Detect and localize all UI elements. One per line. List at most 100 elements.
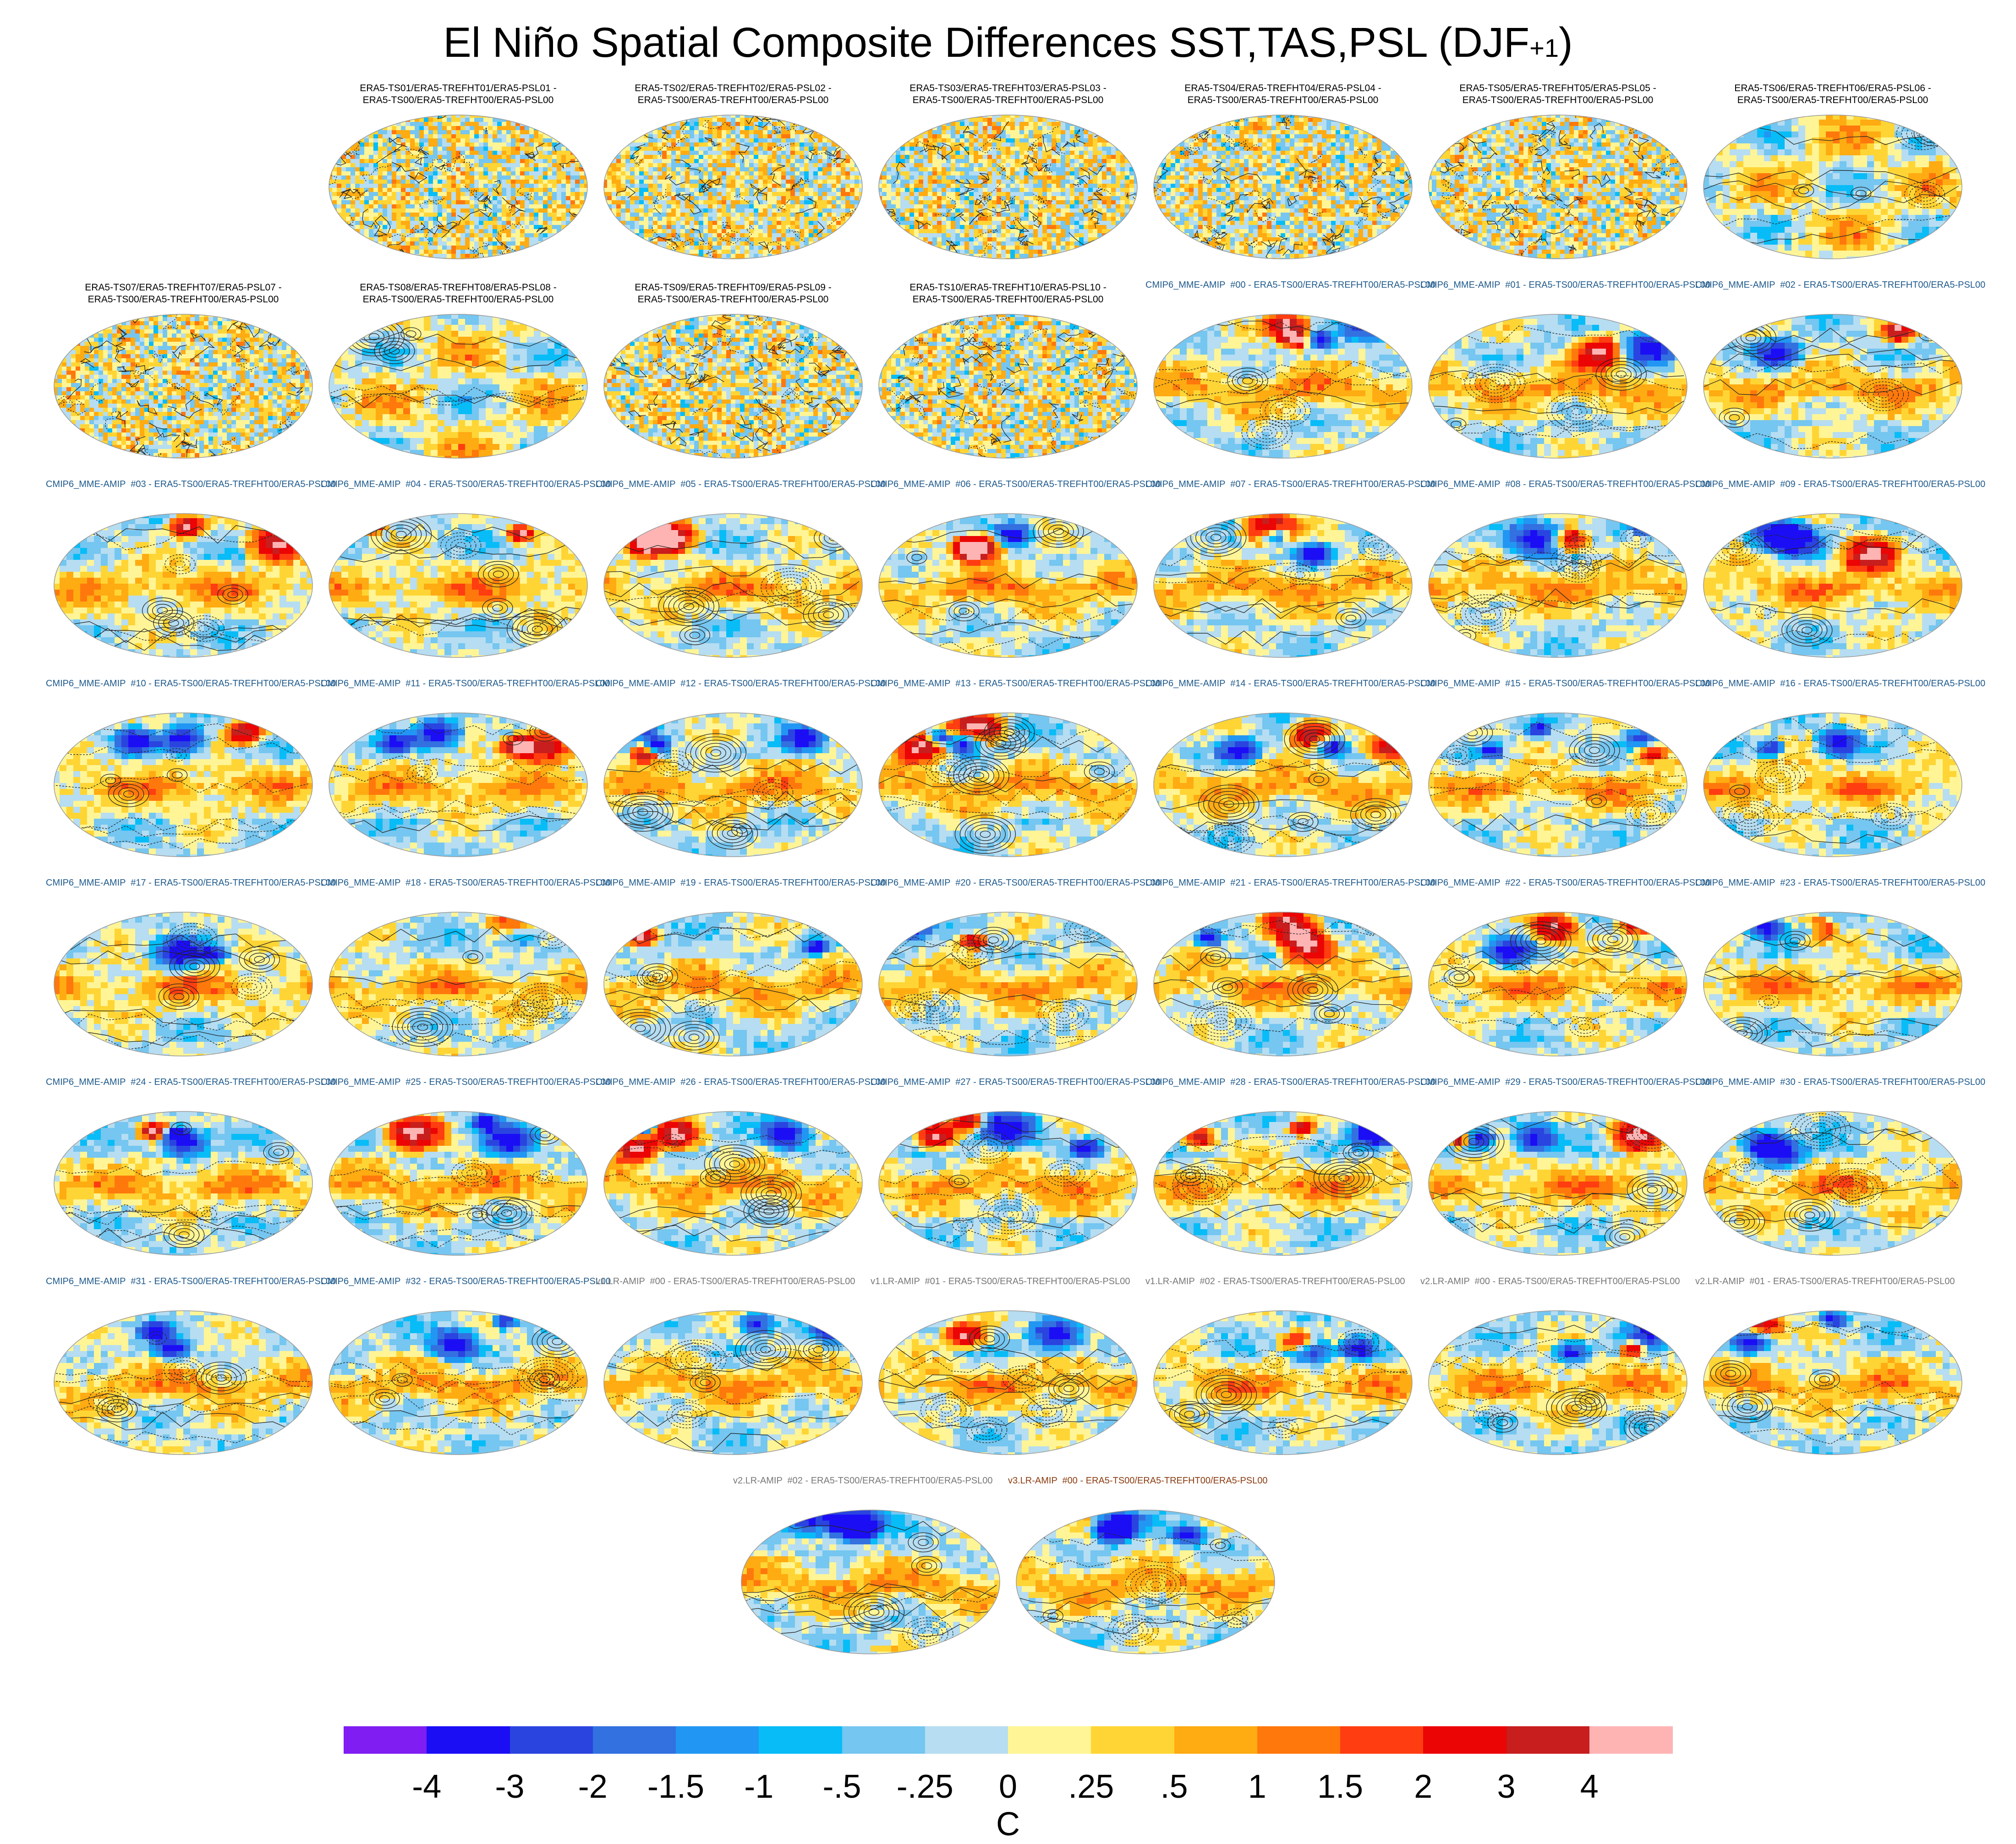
panel-title: CMIP6_MME-AMIP #03 - ERA5-TS00/ERA5-TREF…: [46, 478, 336, 506]
colorbar-tick-label: 2: [1386, 1768, 1460, 1805]
map-field: [1154, 115, 1412, 259]
world-map: [1428, 314, 1687, 459]
map-field: [1704, 713, 1962, 857]
map-panel: ERA5-TS09/ERA5-TREFHT09/ERA5-PSL09 - ERA…: [596, 282, 871, 465]
map-outline: [1428, 912, 1687, 1056]
world-map: [1153, 1111, 1413, 1256]
anomaly-cells: [329, 713, 587, 857]
map-field: [604, 1111, 862, 1255]
map-outline: [1428, 513, 1687, 658]
map-outline: [1428, 115, 1687, 259]
panel-title: CMIP6_MME-AMIP #00 - ERA5-TS00/ERA5-TREF…: [1145, 279, 1435, 306]
anomaly-cells: [1429, 514, 1687, 657]
map-panel: ERA5-TS03/ERA5-TREFHT03/ERA5-PSL03 - ERA…: [871, 82, 1145, 266]
map-panel: ERA5-TS06/ERA5-TREFHT06/ERA5-PSL06 - ERA…: [1695, 82, 1970, 266]
colorbar-box: [1506, 1726, 1590, 1754]
panel-title: ERA5-TS08/ERA5-TREFHT08/ERA5-PSL08 - ERA…: [321, 282, 596, 309]
colorbar-tick-label: -2: [556, 1768, 630, 1805]
world-map: [1703, 712, 1962, 857]
colorbar-box: [1589, 1726, 1673, 1754]
world-map: [329, 912, 588, 1056]
colorbar-box: [1340, 1726, 1424, 1754]
panel-title: CMIP6_MME-AMIP #25 - ERA5-TS00/ERA5-TREF…: [321, 1076, 611, 1104]
map-panel: ERA5-TS07/ERA5-TREFHT07/ERA5-PSL07 - ERA…: [46, 282, 321, 465]
colorbar-tick-label: 3: [1470, 1768, 1543, 1805]
colorbar-box: [1174, 1726, 1258, 1754]
map-field: [329, 115, 587, 259]
psl-contours: [879, 916, 1134, 1045]
world-map: [329, 1310, 588, 1455]
panel-title: CMIP6_MME-AMIP #26 - ERA5-TS00/ERA5-TREF…: [596, 1076, 886, 1104]
anomaly-cells: [54, 1111, 312, 1255]
panel-title: CMIP6_MME-AMIP #14 - ERA5-TS00/ERA5-TREF…: [1145, 678, 1435, 705]
map-panel: CMIP6_MME-AMIP #18 - ERA5-TS00/ERA5-TREF…: [321, 878, 611, 1063]
map-panel: CMIP6_MME-AMIP #09 - ERA5-TS00/ERA5-TREF…: [1695, 479, 1985, 664]
map-field: [879, 1311, 1137, 1455]
panel-title: CMIP6_MME-AMIP #28 - ERA5-TS00/ERA5-TREF…: [1145, 1076, 1435, 1104]
world-map: [1703, 1111, 1962, 1256]
map-panel: CMIP6_MME-AMIP #21 - ERA5-TS00/ERA5-TREF…: [1145, 878, 1435, 1063]
map-outline: [878, 314, 1138, 459]
psl-contours: [604, 733, 860, 850]
panel-title: CMIP6_MME-AMIP #08 - ERA5-TS00/ERA5-TREF…: [1420, 478, 1710, 506]
panel-title: CMIP6_MME-AMIP #20 - ERA5-TS00/ERA5-TREF…: [871, 877, 1161, 904]
world-map: [878, 912, 1138, 1056]
world-map: [1703, 513, 1962, 658]
map-panel: v2.LR-AMIP #00 - ERA5-TS00/ERA5-TREFHT00…: [1420, 1276, 1695, 1461]
map-outline: [1153, 912, 1413, 1056]
map-field: [1154, 514, 1412, 657]
map-outline: [329, 115, 588, 259]
map-panel: CMIP6_MME-AMIP #24 - ERA5-TS00/ERA5-TREF…: [46, 1077, 336, 1262]
panel-title: CMIP6_MME-AMIP #32 - ERA5-TS00/ERA5-TREF…: [321, 1275, 611, 1303]
panel-title: CMIP6_MME-AMIP #29 - ERA5-TS00/ERA5-TREF…: [1420, 1076, 1710, 1104]
world-map: [329, 712, 588, 857]
psl-contours: [879, 115, 1137, 259]
map-field: [1704, 314, 1962, 458]
map-outline: [1703, 712, 1962, 857]
panel-title: v1.LR-AMIP #01 - ERA5-TS00/ERA5-TREFHT00…: [871, 1275, 1145, 1303]
panel-title: CMIP6_MME-AMIP #07 - ERA5-TS00/ERA5-TREF…: [1145, 478, 1435, 506]
world-map: [1153, 712, 1413, 857]
psl-contours: [1016, 1530, 1272, 1647]
map-panel: CMIP6_MME-AMIP #30 - ERA5-TS00/ERA5-TREF…: [1695, 1077, 1985, 1262]
map-outline: [1153, 115, 1413, 259]
anomaly-cells: [54, 713, 312, 857]
psl-contours: [329, 317, 585, 408]
map-outline: [329, 1310, 588, 1455]
map-panel: CMIP6_MME-AMIP #08 - ERA5-TS00/ERA5-TREF…: [1420, 478, 1710, 664]
map-outline: [54, 912, 313, 1056]
map-outline: [1703, 1111, 1962, 1256]
colorbar-units: C: [962, 1806, 1054, 1843]
map-field: [54, 713, 312, 857]
world-map: [878, 1310, 1138, 1455]
psl-contours: [1429, 719, 1684, 831]
panel-title: ERA5-TS02/ERA5-TREFHT02/ERA5-PSL02 - ERA…: [596, 82, 871, 110]
anomaly-cells: [1429, 115, 1687, 259]
colorbar-tick-label: -1.5: [639, 1768, 712, 1805]
map-field: [1704, 115, 1962, 259]
map-outline: [878, 712, 1138, 857]
panel-title: ERA5-TS06/ERA5-TREFHT06/ERA5-PSL06 - ERA…: [1695, 82, 1970, 110]
map-outline: [1016, 1510, 1275, 1654]
map-field: [879, 912, 1137, 1056]
map-outline: [878, 115, 1138, 259]
map-field: [1429, 514, 1687, 657]
map-panel: CMIP6_MME-AMIP #23 - ERA5-TS00/ERA5-TREF…: [1695, 878, 1985, 1063]
panel-title: CMIP6_MME-AMIP #19 - ERA5-TS00/ERA5-TREF…: [596, 877, 886, 904]
colorbar-tick-label: .25: [1054, 1768, 1128, 1805]
map-panel: CMIP6_MME-AMIP #10 - ERA5-TS00/ERA5-TREF…: [46, 678, 336, 864]
panel-title: ERA5-TS10/ERA5-TREFHT10/ERA5-PSL10 - ERA…: [871, 282, 1145, 309]
anomaly-cells: [604, 115, 862, 259]
map-outline: [329, 1111, 588, 1256]
map-outline: [1153, 314, 1413, 459]
world-map: [603, 513, 863, 658]
panel-title: CMIP6_MME-AMIP #10 - ERA5-TS00/ERA5-TREF…: [46, 678, 336, 705]
map-panel: v1.LR-AMIP #00 - ERA5-TS00/ERA5-TREFHT00…: [596, 1276, 871, 1461]
map-panel: ERA5-TS08/ERA5-TREFHT08/ERA5-PSL08 - ERA…: [321, 282, 596, 465]
anomaly-cells: [1429, 1111, 1687, 1255]
anomaly-cells: [54, 514, 312, 657]
panel-title: v3.LR-AMIP #00 - ERA5-TS00/ERA5-TREFHT00…: [1008, 1475, 1283, 1502]
anomaly-cells: [1429, 912, 1687, 1056]
world-map: [1153, 314, 1413, 459]
world-map: [603, 712, 863, 857]
